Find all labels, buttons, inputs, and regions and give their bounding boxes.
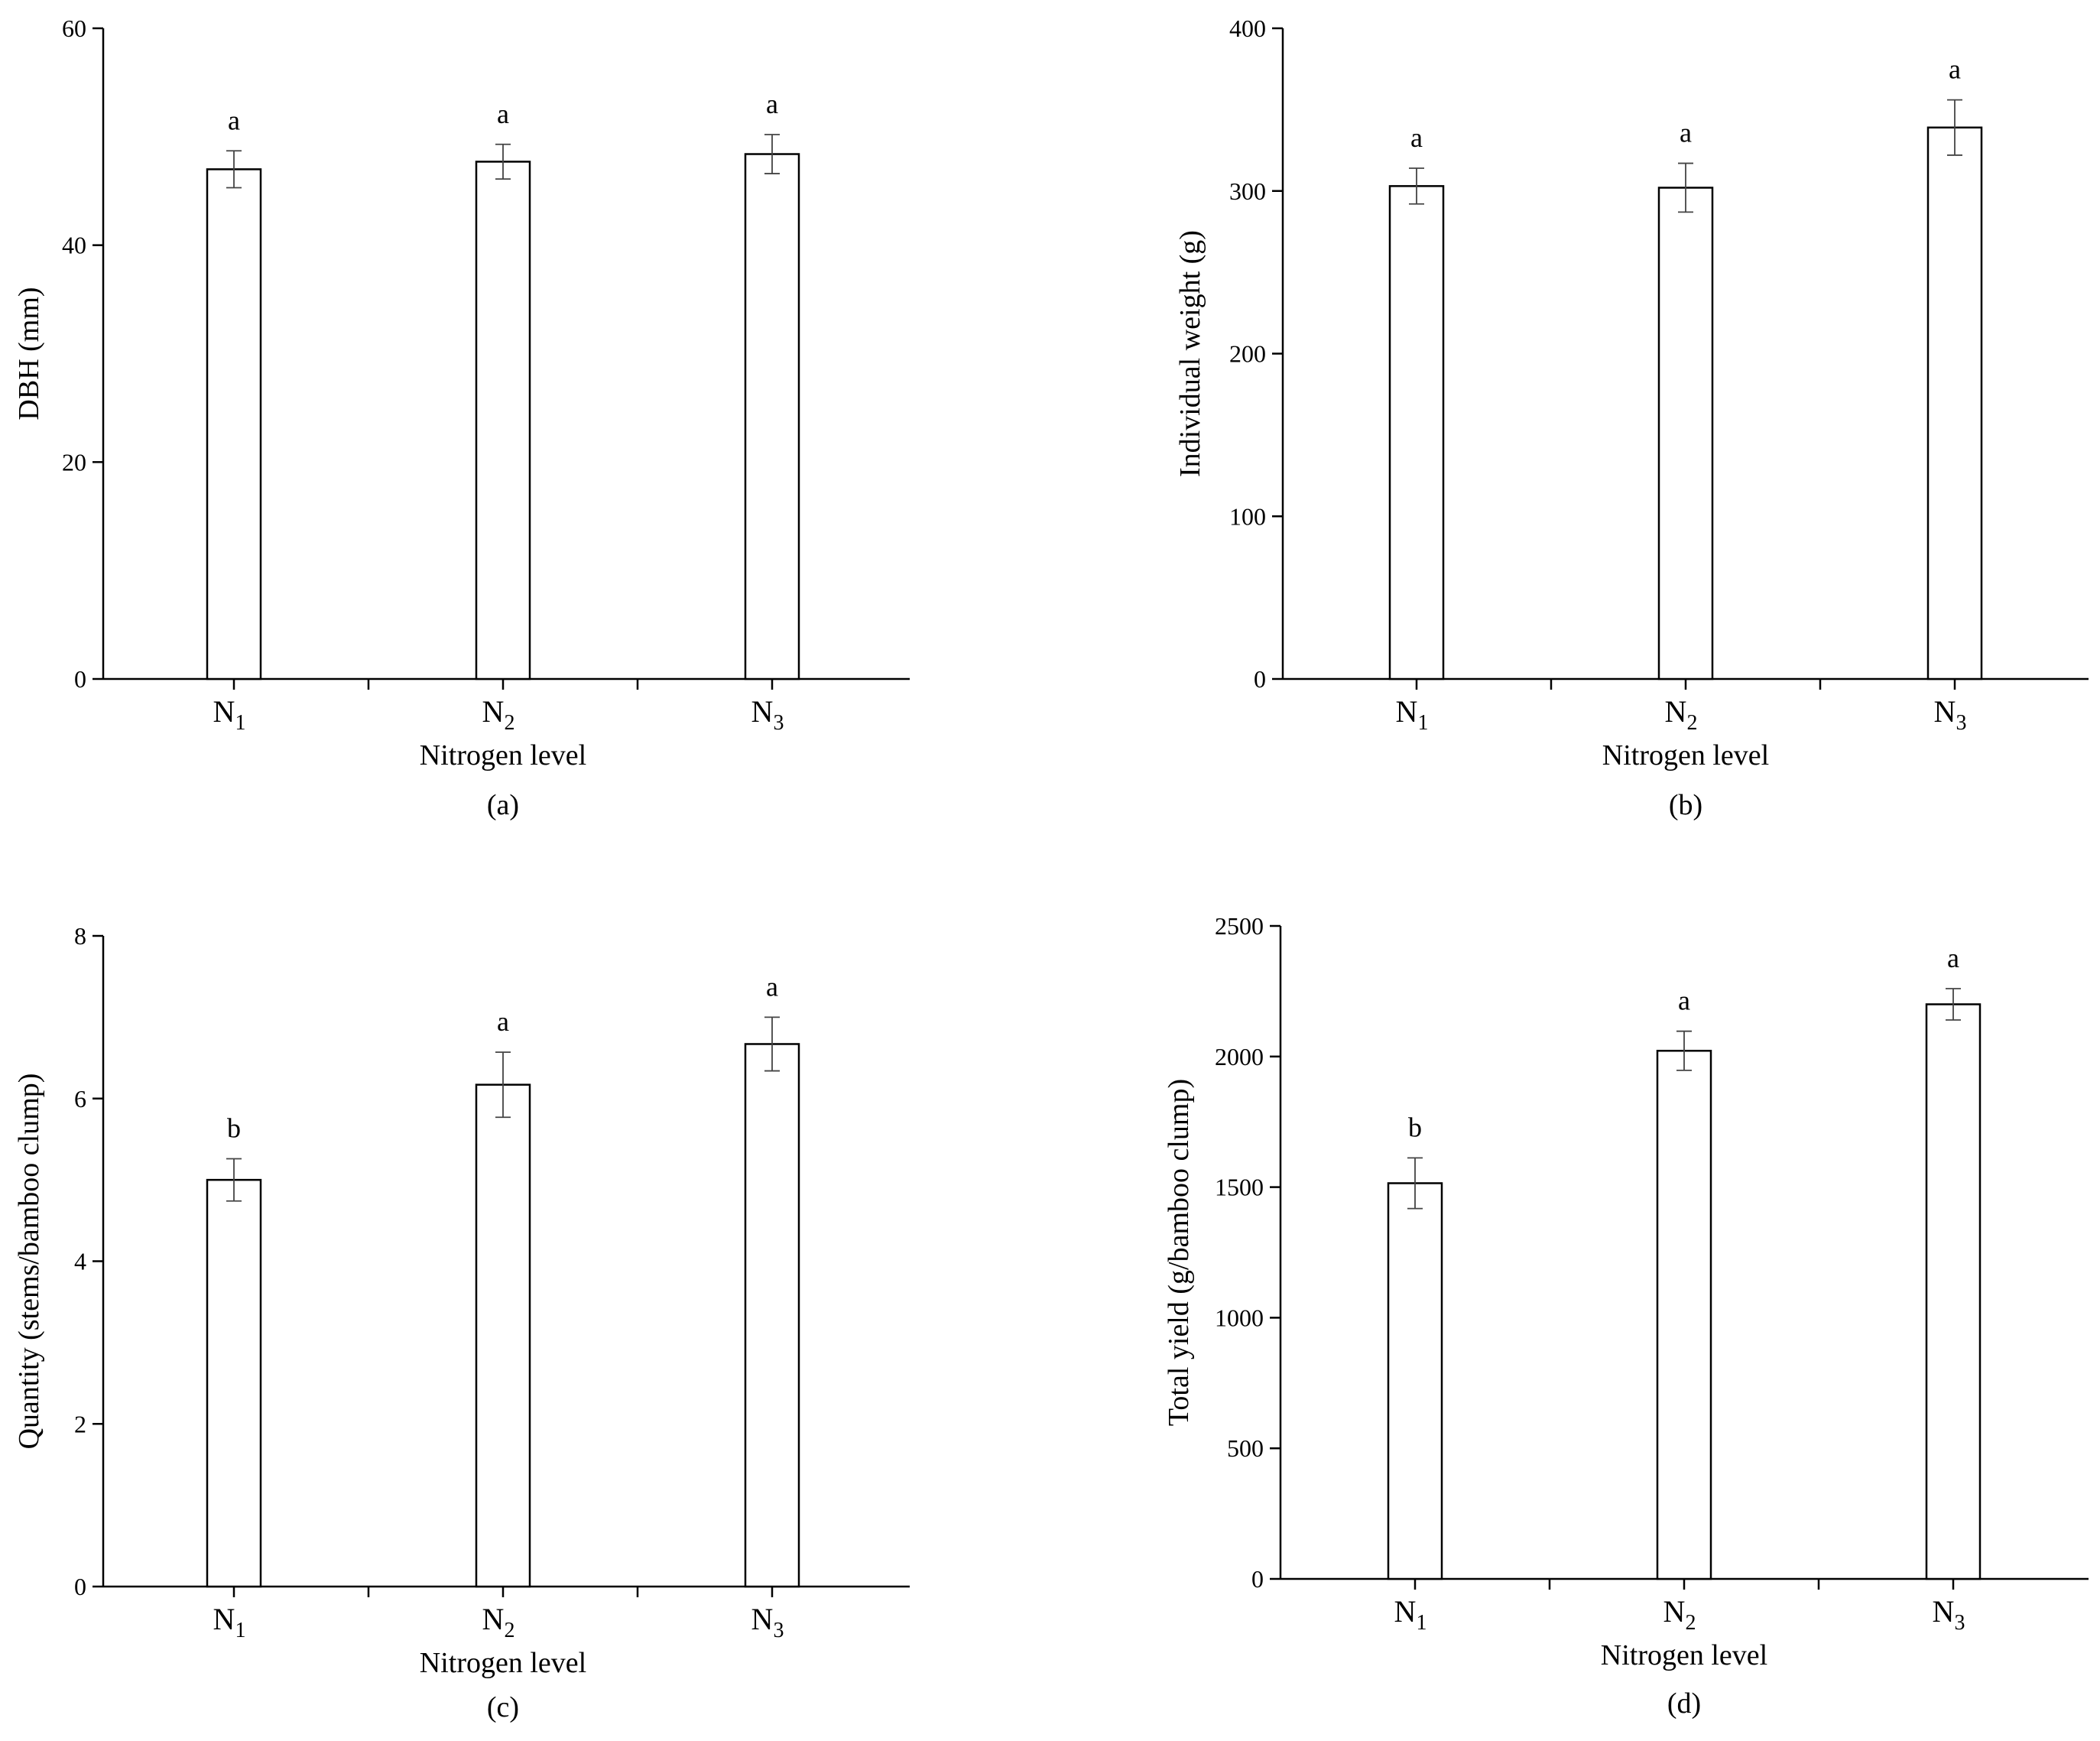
x-tick-label: N3 (1933, 1594, 1965, 1635)
x-tick-label-subscript: 1 (235, 711, 245, 735)
x-axis-title: Nitrogen level (1601, 1639, 1767, 1671)
bar (206, 1178, 262, 1588)
bar (475, 1083, 531, 1588)
x-tick-label-subscript: 2 (504, 1619, 514, 1642)
x-tick-label-base: N (1665, 694, 1687, 729)
significance-label: a (1680, 118, 1692, 148)
y-tick-label: 2000 (1215, 1043, 1264, 1070)
y-tick-label: 500 (1227, 1434, 1264, 1462)
x-tick-label-subscript: 2 (1686, 711, 1697, 735)
bar (1657, 187, 1714, 680)
x-tick-label-base: N (751, 694, 774, 729)
y-axis-title: Quantity (stems/bamboo clump) (13, 1074, 45, 1450)
significance-label: a (497, 1006, 509, 1037)
x-tick-label-base: N (482, 1602, 505, 1636)
panel-caption: (a) (487, 789, 519, 821)
significance-label: a (766, 89, 778, 119)
x-axis-title: Nitrogen level (420, 1647, 586, 1679)
y-tick-label: 300 (1229, 177, 1266, 205)
x-tick-label-base: N (751, 1602, 774, 1636)
bar (744, 153, 800, 680)
panel-caption: (b) (1669, 789, 1702, 821)
y-tick-label: 6 (74, 1085, 86, 1112)
y-tick-label: 60 (62, 15, 86, 42)
bar (206, 168, 262, 680)
bar (1926, 126, 1983, 680)
x-tick-label-subscript: 3 (1956, 711, 1966, 735)
panel-caption: (c) (487, 1691, 519, 1723)
significance-label: a (766, 971, 778, 1002)
y-tick-label: 2500 (1215, 912, 1264, 940)
y-tick-label: 0 (74, 665, 86, 693)
y-tick-label: 0 (74, 1573, 86, 1600)
x-tick-label-base: N (1934, 694, 1956, 729)
y-tick-label: 1000 (1215, 1304, 1264, 1331)
y-tick-label: 400 (1229, 15, 1266, 42)
x-tick-label-base: N (1396, 694, 1418, 729)
x-tick-label-subscript: 2 (504, 711, 514, 735)
x-tick-label: N2 (1663, 1594, 1696, 1635)
x-tick-label-subscript: 3 (773, 1619, 784, 1642)
y-tick-label: 1500 (1215, 1174, 1264, 1201)
x-tick-label: N1 (213, 1602, 246, 1642)
significance-label: a (1949, 54, 1961, 85)
significance-label: a (497, 99, 509, 129)
y-axis-title: Individual weight (g) (1174, 230, 1206, 477)
x-tick-label: N1 (213, 694, 246, 735)
y-axis-title: DBH (mm) (13, 287, 45, 420)
x-tick-label-base: N (213, 694, 235, 729)
significance-label: a (1678, 986, 1690, 1016)
bar (1387, 1182, 1443, 1580)
x-tick-label-base: N (482, 694, 505, 729)
x-tick-label-subscript: 3 (1954, 1611, 1965, 1635)
y-tick-label: 8 (74, 922, 86, 950)
bar (1388, 185, 1445, 680)
y-tick-label: 100 (1229, 502, 1266, 530)
y-tick-label: 0 (1251, 1565, 1264, 1593)
bar (1656, 1050, 1712, 1580)
x-tick-label: N2 (1665, 694, 1698, 735)
x-tick-label: N3 (1934, 694, 1967, 735)
y-tick-label: 20 (62, 448, 86, 476)
significance-label: a (228, 105, 240, 135)
x-tick-label: N2 (482, 1602, 515, 1642)
significance-label: b (227, 1112, 241, 1143)
significance-label: b (1408, 1112, 1422, 1142)
x-tick-label-base: N (1933, 1594, 1955, 1629)
panel-caption: (d) (1667, 1687, 1701, 1720)
y-tick-label: 40 (62, 232, 86, 259)
x-tick-label-base: N (1663, 1594, 1686, 1629)
x-tick-label: N1 (1394, 1594, 1427, 1635)
x-tick-label-subscript: 2 (1685, 1611, 1696, 1635)
x-tick-label-base: N (1394, 1594, 1417, 1629)
significance-label: a (1947, 943, 1959, 973)
x-tick-label-subscript: 1 (1417, 711, 1428, 735)
y-tick-label: 4 (74, 1248, 86, 1275)
x-axis-title: Nitrogen level (420, 739, 586, 771)
x-tick-label-subscript: 1 (1416, 1611, 1427, 1635)
x-tick-label: N3 (751, 694, 784, 735)
x-axis-title: Nitrogen level (1602, 739, 1769, 771)
x-tick-label: N1 (1396, 694, 1429, 735)
significance-label: a (1410, 122, 1423, 153)
bar (475, 161, 531, 680)
x-tick-label-subscript: 1 (235, 1619, 245, 1642)
bar (744, 1043, 800, 1588)
x-tick-label: N3 (751, 1602, 784, 1642)
y-tick-label: 2 (74, 1410, 86, 1437)
x-tick-label-subscript: 3 (773, 711, 784, 735)
x-tick-label: N2 (482, 694, 515, 735)
y-tick-label: 0 (1254, 665, 1266, 693)
bar (1925, 1003, 1982, 1580)
y-tick-label: 200 (1229, 340, 1266, 368)
x-tick-label-base: N (213, 1602, 235, 1636)
y-axis-title: Total yield (g/bamboo clump) (1163, 1079, 1195, 1426)
